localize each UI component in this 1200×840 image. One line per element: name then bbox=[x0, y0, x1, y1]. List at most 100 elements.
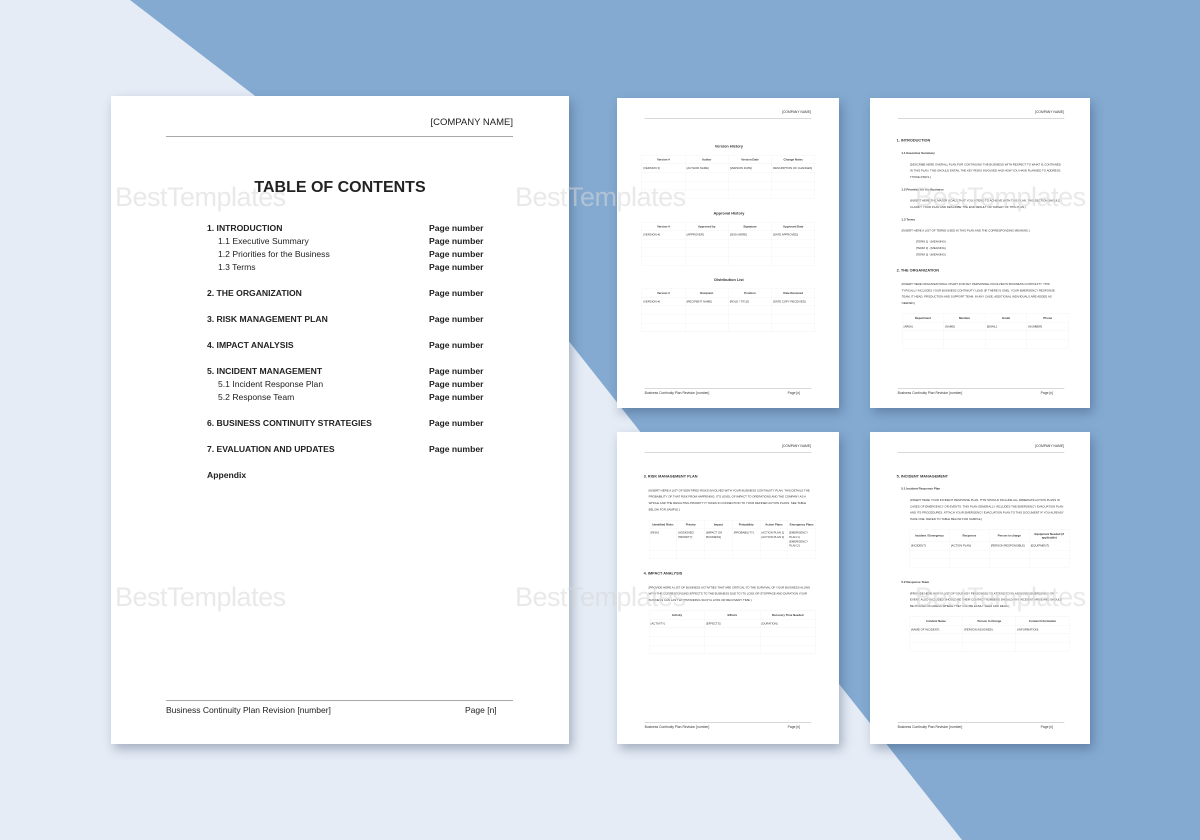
terms-list: [TERM 1] - [MEANING] [TERM 2] - [MEANING]… bbox=[916, 239, 1067, 258]
table-cell bbox=[728, 189, 772, 199]
table-cell bbox=[949, 558, 990, 568]
table-cell: DESCRIPTION OF CHANGES] bbox=[771, 163, 815, 173]
column-header: Identified Risks bbox=[648, 519, 678, 529]
toc-entry-page: Page number bbox=[429, 379, 484, 389]
data-table: Incident Name Person In Charge Contact Inf… bbox=[909, 616, 1070, 652]
toc-entry-label: 5.2 Response Team bbox=[218, 392, 295, 402]
table-cell: [IMPACT ON BUSINESS] bbox=[704, 528, 733, 551]
toc-entry[interactable]: 5. INCIDENT MANAGEMENT Page number bbox=[207, 365, 497, 378]
toc-entry[interactable]: 5.1 Incident Response Plan Page number bbox=[207, 378, 497, 391]
table-cell bbox=[1015, 642, 1070, 652]
toc-entry[interactable]: 2. THE ORGANIZATION Page number bbox=[207, 287, 497, 300]
table-cell bbox=[641, 314, 686, 324]
company-name-header: [COMPANY NAME] bbox=[782, 110, 811, 114]
column-header: Impact bbox=[704, 519, 733, 529]
toc-entry[interactable]: 1.1 Executive Summary Page number bbox=[207, 235, 497, 248]
toc-entry[interactable]: Appendix bbox=[207, 469, 497, 482]
table-row bbox=[641, 247, 815, 257]
table-cell bbox=[641, 247, 686, 257]
placeholder-paragraph: [Insert here a list of terms used in thi… bbox=[901, 228, 1030, 233]
column-header: Effects bbox=[704, 610, 761, 620]
table-cell bbox=[704, 636, 761, 646]
placeholder-paragraph: [Provide here a list of business activit… bbox=[648, 585, 811, 602]
table-header-row: Incident Name Person In Charge Contact Inf… bbox=[909, 616, 1070, 626]
table-cell bbox=[943, 339, 986, 349]
table-cell bbox=[728, 238, 772, 248]
subsection-heading: 1.3 Terms bbox=[901, 217, 916, 221]
toc-entry[interactable]: 1. INTRODUCTION Page number bbox=[207, 222, 497, 235]
table-cell bbox=[962, 642, 1017, 652]
column-header: Position bbox=[728, 288, 772, 298]
table-cell bbox=[728, 256, 772, 266]
table-row bbox=[648, 636, 816, 646]
toc-entry[interactable]: 7. EVALUATION AND UPDATES Page number bbox=[207, 443, 497, 456]
table-cell: [INCIDENT] bbox=[909, 541, 950, 551]
table-cell bbox=[641, 189, 686, 199]
table-cell bbox=[648, 644, 705, 654]
table-cell bbox=[732, 549, 761, 559]
table-cell bbox=[985, 330, 1028, 340]
section-title: Distribution List bbox=[714, 277, 744, 282]
table-cell bbox=[676, 549, 705, 559]
column-header: Department bbox=[901, 313, 944, 323]
toc-entry-page: Page number bbox=[429, 288, 484, 298]
column-header: Author bbox=[684, 155, 729, 164]
toc-entry[interactable]: 5.2 Response Team Page number bbox=[207, 391, 497, 404]
table-row bbox=[641, 180, 815, 190]
toc-entry-label: 7. EVALUATION AND UPDATES bbox=[207, 444, 335, 454]
table-cell bbox=[771, 305, 815, 315]
toc-entry[interactable]: 4. IMPACT ANALYSIS Page number bbox=[207, 339, 497, 352]
column-header: Emergency Plans bbox=[787, 519, 816, 529]
column-header: Contact Information bbox=[1015, 616, 1070, 626]
column-header: Version # bbox=[641, 221, 686, 231]
table-cell bbox=[728, 180, 772, 190]
table-cell bbox=[728, 322, 772, 332]
table-cell: [NAME OF INCIDENT] bbox=[909, 624, 963, 634]
table-row bbox=[901, 330, 1069, 340]
footer-text: Business Continuity Plan Revision [numbe… bbox=[897, 725, 963, 729]
table-cell bbox=[787, 549, 816, 559]
subsection-heading: 5.1 Incident Response Plan bbox=[901, 486, 941, 491]
risk-management-page: [COMPANY NAME] Business Continuity Plan R… bbox=[617, 432, 839, 744]
table-row: [VERSION #] [APPROVER] [SIGN HERE] [DATE AP… bbox=[641, 230, 815, 240]
table-cell: [RISK] bbox=[648, 528, 678, 551]
table-cell bbox=[728, 314, 772, 324]
table-cell bbox=[684, 247, 729, 257]
table-cell bbox=[909, 642, 963, 652]
table-cell: [PERSON RESPONSIBLE] bbox=[989, 541, 1030, 551]
table-cell bbox=[641, 180, 686, 190]
toc-entry[interactable]: 1.3 Terms Page number bbox=[207, 261, 497, 274]
table-cell bbox=[684, 172, 729, 182]
table-cell: [ACTION PLAN] bbox=[949, 541, 990, 551]
footer-page-number: Page [n] bbox=[465, 705, 497, 715]
table-cell bbox=[771, 247, 815, 257]
toc-entry-label: 5.1 Incident Response Plan bbox=[218, 379, 324, 389]
table-cell bbox=[684, 314, 729, 324]
toc-entry[interactable]: 6. BUSINESS CONTINUITY STRATEGIES Page nu… bbox=[207, 417, 497, 430]
table-cell bbox=[641, 238, 686, 248]
toc-entry-page: Page number bbox=[429, 392, 484, 402]
company-name-header: [COMPANY NAME] bbox=[782, 444, 811, 448]
column-header: Priority bbox=[676, 519, 705, 529]
toc-entry[interactable]: 3. RISK MANAGEMENT PLAN Page number bbox=[207, 313, 497, 326]
subsection-heading: 5.2 Response Team bbox=[901, 580, 930, 584]
column-header: Incident / Emergency bbox=[909, 529, 950, 542]
column-header: Change Notes bbox=[771, 155, 815, 164]
table-cell bbox=[641, 305, 686, 315]
table-row bbox=[909, 642, 1070, 652]
table-cell: [VERSION #] bbox=[641, 230, 686, 240]
column-header: Probability bbox=[732, 519, 761, 529]
data-table: Version # Author Version Date Change Notes[… bbox=[641, 155, 815, 199]
table-cell bbox=[771, 189, 815, 199]
footer-rule bbox=[644, 722, 812, 723]
footer-page-number: Page [n] bbox=[787, 725, 801, 729]
table-cell bbox=[909, 549, 950, 559]
toc-entry[interactable]: 1.2 Priorities for the Business Page numb… bbox=[207, 248, 497, 261]
toc-entry-page: Page number bbox=[429, 444, 484, 454]
data-table: Identified Risks Priority Impact Probabilit… bbox=[648, 519, 816, 559]
table-cell: [ASSIGNED PRIORITY] bbox=[676, 528, 705, 551]
footer-rule bbox=[897, 722, 1065, 723]
table-cell bbox=[943, 330, 986, 340]
table-cell bbox=[949, 549, 990, 559]
table-row bbox=[909, 549, 1070, 559]
